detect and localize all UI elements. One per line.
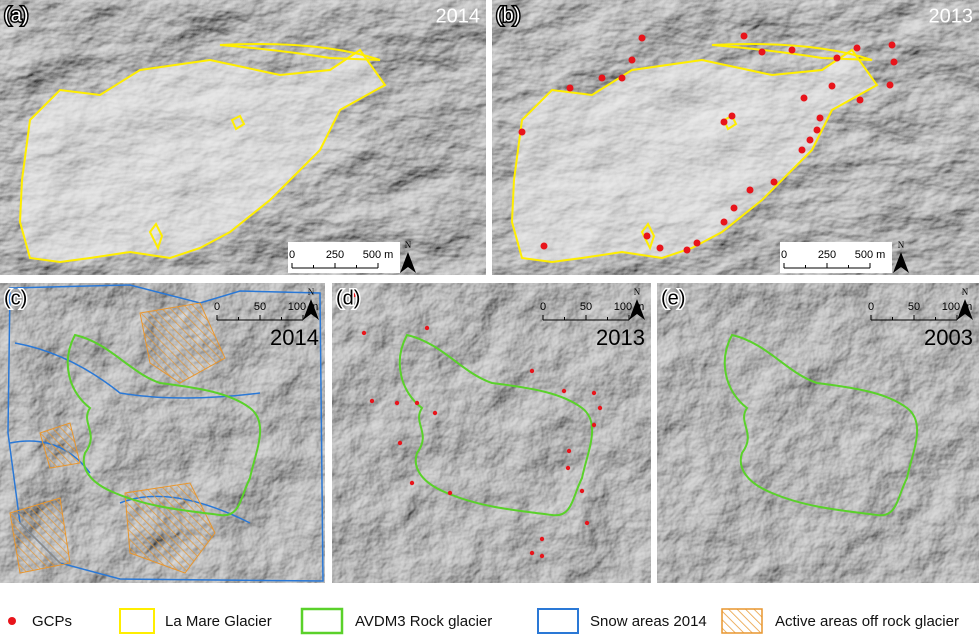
legend: GCPs La Mare Glacier AVDM3 Rock glacier … [8, 609, 959, 633]
north-label: N [405, 240, 412, 250]
legend-swatch-gcps [8, 617, 16, 625]
scale-label: 0 [868, 301, 874, 313]
panel-b [492, 0, 979, 275]
scale-label: 0 [540, 301, 546, 313]
panel-label: (b) [496, 4, 520, 26]
panel-label: (e) [661, 287, 685, 309]
scale-label: 0 [289, 249, 295, 261]
north-label: N [898, 240, 905, 250]
scale-label: 50 [254, 301, 266, 313]
north-label: N [634, 287, 641, 297]
legend-swatch-active [722, 609, 762, 633]
panel-label: (c) [4, 287, 27, 309]
legend-label: Snow areas 2014 [590, 613, 707, 630]
scale-label: 250 [326, 249, 344, 261]
north-label: N [962, 287, 969, 297]
legend-label: AVDM3 Rock glacier [355, 613, 492, 630]
figure: (a) 2014 0 250 500 m N (b) 2013 0 250 500 m N (c) 201… [0, 0, 979, 637]
legend-label: GCPs [32, 613, 72, 630]
year-label: 2013 [596, 325, 645, 350]
legend-swatch-snow [538, 609, 578, 633]
legend-swatch-glacier [120, 609, 154, 633]
scale-label: 50 [908, 301, 920, 313]
panel-a [0, 0, 486, 298]
year-label: 2003 [924, 325, 973, 350]
scale-label: 0 [781, 249, 787, 261]
scale-label: 0 [214, 301, 220, 313]
legend-label: Active areas off rock glacier [775, 613, 959, 630]
scale-label: 50 [580, 301, 592, 313]
scale-label: 250 [818, 249, 836, 261]
panel-label: (d) [336, 287, 360, 309]
panel-label: (a) [4, 4, 28, 26]
legend-label: La Mare Glacier [165, 613, 272, 630]
year-label: 2014 [436, 5, 481, 27]
scale-label: 500 m [363, 249, 394, 261]
north-label: N [308, 287, 315, 297]
year-label: 2014 [270, 325, 319, 350]
scale-label: 500 m [855, 249, 886, 261]
year-label: 2013 [929, 5, 974, 27]
legend-swatch-rock-glacier [302, 609, 342, 633]
